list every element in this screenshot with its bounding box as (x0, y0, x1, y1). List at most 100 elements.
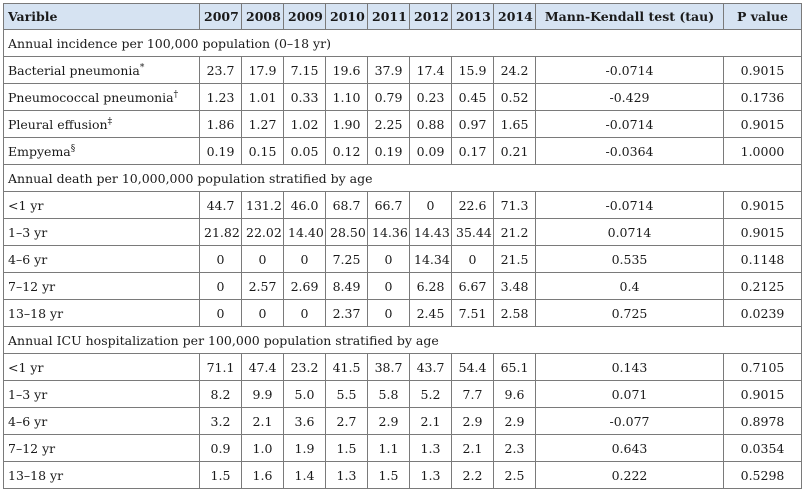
year-value-cell: 131.2 (241, 191, 284, 219)
year-value-cell: 2.9 (493, 407, 536, 435)
column-header: Mann-Kendall test (tau) (535, 3, 724, 30)
year-value-cell: 1.1 (367, 434, 410, 462)
row-label: 4–6 yr (8, 251, 48, 267)
year-value-cell: 0.09 (409, 137, 452, 165)
year-value-cell: 22.6 (451, 191, 494, 219)
year-value-cell: 0.12 (325, 137, 368, 165)
row-label-cell: Bacterial pneumonia* (3, 56, 200, 84)
year-value-cell: 1.6 (241, 461, 284, 489)
section-row: Annual ICU hospitalization per 100,000 p… (3, 326, 802, 354)
section-title: Annual ICU hospitalization per 100,000 p… (3, 326, 802, 354)
year-value-cell: 43.7 (409, 353, 452, 381)
year-value-cell: 2.45 (409, 299, 452, 327)
year-value-cell: 17.9 (241, 56, 284, 84)
p-value-cell: 0.1736 (723, 83, 802, 111)
year-value-cell: 23.7 (199, 56, 242, 84)
year-value-cell: 5.2 (409, 380, 452, 408)
tau-cell: 0.071 (535, 380, 724, 408)
year-value-cell: 15.9 (451, 56, 494, 84)
year-value-cell: 2.5 (493, 461, 536, 489)
section-title: Annual death per 10,000,000 population s… (3, 164, 802, 192)
year-value-cell: 1.65 (493, 110, 536, 138)
year-value-cell: 0 (241, 245, 284, 273)
footnote-mark: ‡ (107, 116, 113, 127)
row-label-cell: 13–18 yr (3, 461, 200, 489)
section-row: Annual incidence per 100,000 population … (3, 29, 802, 57)
row-label-cell: 7–12 yr (3, 434, 200, 462)
year-value-cell: 0.88 (409, 110, 452, 138)
table-row: Empyema§ 0.19 0.15 0.05 0.12 0.19 0.09 0.17 0.21… (3, 137, 802, 165)
year-value-cell: 21.2 (493, 218, 536, 246)
table-row: 1–3 yr 8.2 9.9 5.0 5.5 5.8 5.2 7.7 9.6 0.071 0.901… (3, 380, 802, 408)
row-label-cell: Pneumococcal pneumonia† (3, 83, 200, 111)
row-label: <1 yr (8, 197, 44, 213)
year-value-cell: 2.2 (451, 461, 494, 489)
year-value-cell: 46.0 (283, 191, 326, 219)
row-label-cell: <1 yr (3, 191, 200, 219)
year-value-cell: 1.5 (325, 434, 368, 462)
tau-cell: 0.0714 (535, 218, 724, 246)
row-label: 4–6 yr (8, 413, 48, 429)
column-header: 2011 (367, 3, 410, 30)
year-value-cell: 5.0 (283, 380, 326, 408)
row-label: 1–3 yr (8, 224, 48, 240)
year-value-cell: 3.48 (493, 272, 536, 300)
year-value-cell: 68.7 (325, 191, 368, 219)
year-value-cell: 0.05 (283, 137, 326, 165)
year-value-cell: 38.7 (367, 353, 410, 381)
year-value-cell: 24.2 (493, 56, 536, 84)
year-value-cell: 71.1 (199, 353, 242, 381)
row-label: Pleural effusion (8, 116, 108, 132)
year-value-cell: 54.4 (451, 353, 494, 381)
year-value-cell: 0.23 (409, 83, 452, 111)
row-label: 13–18 yr (8, 467, 64, 483)
table-row: 13–18 yr 0 0 0 2.37 0 2.45 7.51 2.58 0.725 0.0239 (3, 299, 802, 327)
row-label: <1 yr (8, 359, 44, 375)
year-value-cell: 0 (199, 245, 242, 273)
year-value-cell: 71.3 (493, 191, 536, 219)
p-value-cell: 0.8978 (723, 407, 802, 435)
table-row: <1 yr 71.1 47.4 23.2 41.5 38.7 43.7 54.4 65.1 0.1… (3, 353, 802, 381)
year-value-cell: 6.67 (451, 272, 494, 300)
p-value-cell: 0.9015 (723, 110, 802, 138)
year-value-cell: 6.28 (409, 272, 452, 300)
year-value-cell: 1.9 (283, 434, 326, 462)
tau-cell: 0.222 (535, 461, 724, 489)
year-value-cell: 14.34 (409, 245, 452, 273)
year-value-cell: 9.6 (493, 380, 536, 408)
table-row: 7–12 yr 0.9 1.0 1.9 1.5 1.1 1.3 2.1 2.3 0.643 0.03… (3, 434, 802, 462)
table-row: Pleural effusion‡ 1.86 1.27 1.02 1.90 2.25 0.8… (3, 110, 802, 138)
year-value-cell: 3.2 (199, 407, 242, 435)
year-value-cell: 0 (409, 191, 452, 219)
year-value-cell: 0.17 (451, 137, 494, 165)
p-value-cell: 0.9015 (723, 191, 802, 219)
table-row: Bacterial pneumonia* 23.7 17.9 7.15 19.6 37.9… (3, 56, 802, 84)
row-label: 13–18 yr (8, 305, 64, 321)
year-value-cell: 5.8 (367, 380, 410, 408)
year-value-cell: 7.25 (325, 245, 368, 273)
year-value-cell: 22.02 (241, 218, 284, 246)
row-label: 7–12 yr (8, 440, 56, 456)
year-value-cell: 0.19 (367, 137, 410, 165)
year-value-cell: 2.1 (451, 434, 494, 462)
year-value-cell: 37.9 (367, 56, 410, 84)
year-value-cell: 14.40 (283, 218, 326, 246)
table-row: Pneumococcal pneumonia† 1.23 1.01 0.33 1.10 0… (3, 83, 802, 111)
year-value-cell: 44.7 (199, 191, 242, 219)
row-label: 7–12 yr (8, 278, 56, 294)
year-value-cell: 1.01 (241, 83, 284, 111)
year-value-cell: 1.4 (283, 461, 326, 489)
year-value-cell: 2.1 (409, 407, 452, 435)
tau-cell: 0.143 (535, 353, 724, 381)
year-value-cell: 2.57 (241, 272, 284, 300)
year-value-cell: 65.1 (493, 353, 536, 381)
year-value-cell: 1.3 (409, 461, 452, 489)
row-label-cell: Pleural effusion‡ (3, 110, 200, 138)
year-value-cell: 2.7 (325, 407, 368, 435)
year-value-cell: 2.1 (241, 407, 284, 435)
row-label-cell: 4–6 yr (3, 245, 200, 273)
table-row: 7–12 yr 0 2.57 2.69 8.49 0 6.28 6.67 3.48 0.4 0.21… (3, 272, 802, 300)
year-value-cell: 1.0 (241, 434, 284, 462)
year-value-cell: 0 (199, 272, 242, 300)
table-body: Annual incidence per 100,000 population … (3, 29, 802, 489)
